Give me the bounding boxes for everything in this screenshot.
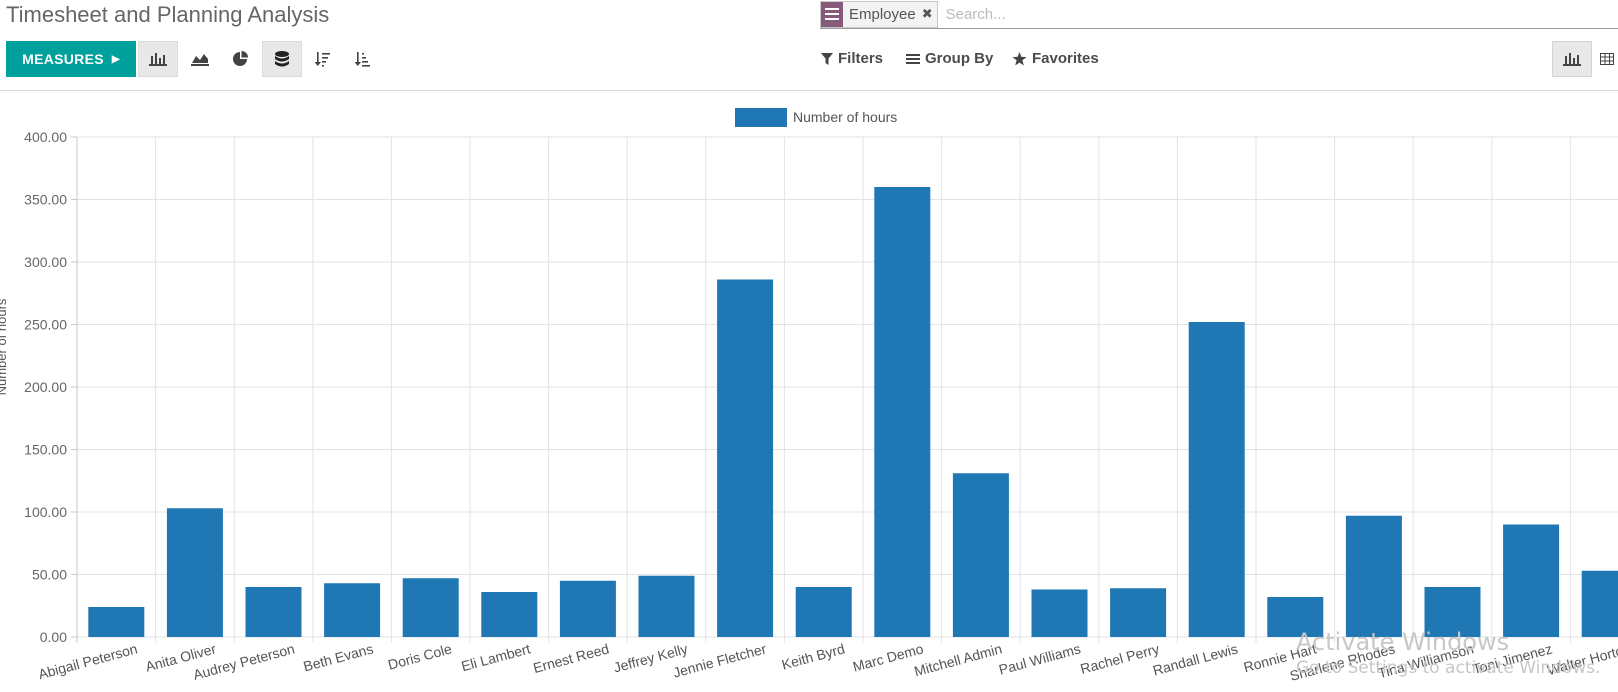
filters-dropdown[interactable]: Filters [821, 50, 883, 67]
bars-icon [906, 53, 920, 64]
group-by-dropdown[interactable]: Group By [906, 50, 993, 67]
bar[interactable] [638, 575, 695, 637]
bar[interactable] [717, 279, 774, 638]
graph-view-icon [1563, 53, 1581, 66]
stacked-icon [275, 51, 289, 67]
filter-icon [821, 52, 833, 65]
y-tick-label: 250.00 [24, 317, 67, 333]
x-tick-label: Abigail Peterson [36, 640, 139, 682]
stacked-button[interactable] [262, 41, 302, 77]
filters-label: Filters [838, 50, 884, 67]
bar[interactable] [874, 187, 931, 637]
x-tick-label: Rachel Perry [1079, 640, 1161, 676]
activate-windows-title: Activate Windows [1296, 628, 1510, 656]
favorites-dropdown[interactable]: Favorites [1012, 50, 1099, 67]
bar[interactable] [559, 580, 616, 637]
facet-label: Employee [849, 5, 916, 23]
x-tick-label: Beth Evans [302, 640, 375, 674]
pivot-view-button[interactable] [1594, 41, 1618, 77]
bar[interactable] [166, 508, 223, 637]
bar[interactable] [481, 592, 538, 637]
sort-descending-icon [314, 52, 330, 67]
bar[interactable] [1031, 589, 1088, 638]
bar[interactable] [402, 578, 459, 637]
x-tick-label: Keith Byrd [780, 640, 847, 672]
sort-descending-button[interactable] [302, 41, 342, 77]
bar[interactable] [1345, 515, 1402, 637]
bar-chart-icon [149, 53, 167, 66]
x-tick-label: Eli Lambert [460, 640, 533, 674]
bar[interactable] [245, 587, 302, 637]
graph-view-button[interactable] [1552, 41, 1592, 77]
pie-chart-button[interactable] [220, 41, 260, 77]
legend-label: Number of hours [793, 109, 897, 125]
caret-right-icon: ▶ [111, 53, 120, 65]
x-tick-label: Randall Lewis [1151, 640, 1239, 678]
toolbar-divider [0, 90, 1618, 91]
group-by-label: Group By [925, 50, 994, 67]
bar[interactable] [88, 607, 145, 637]
bar[interactable] [1503, 524, 1560, 638]
y-tick-label: 400.00 [24, 129, 67, 145]
bar[interactable] [952, 473, 1009, 637]
pie-chart-icon [233, 51, 248, 66]
y-axis-title: Number of hours [0, 298, 9, 395]
search-facet: Employee ✖ [820, 0, 938, 28]
legend-swatch [735, 108, 787, 127]
pivot-view-icon [1600, 53, 1614, 65]
measures-button[interactable]: MEASURES ▶ [6, 41, 136, 77]
bar-chart: 0.00 50.00 100.00 150.00 200.00 250.00 300.00 3… [0, 108, 1618, 684]
bar[interactable] [324, 583, 381, 637]
measures-label: MEASURES [22, 51, 104, 67]
line-chart-button[interactable] [180, 41, 220, 77]
activate-windows-subtitle: Go to Settings to activate Windows. [1296, 658, 1601, 678]
sort-ascending-button[interactable] [342, 41, 382, 77]
y-tick-label: 0.00 [40, 629, 67, 645]
x-tick-label: Mitchell Admin [912, 640, 1003, 679]
chart-legend[interactable]: Number of hours [735, 108, 897, 127]
bar[interactable] [1267, 597, 1324, 637]
line-chart-icon [191, 54, 209, 66]
y-tick-label: 50.00 [32, 567, 67, 583]
bar[interactable] [1424, 587, 1481, 637]
y-tick-label: 200.00 [24, 379, 67, 395]
x-tick-label: Paul Williams [997, 640, 1082, 677]
page-title: Timesheet and Planning Analysis [6, 2, 330, 27]
x-tick-label: Ernest Reed [531, 640, 610, 676]
y-tick-label: 300.00 [24, 254, 67, 270]
bar[interactable] [795, 587, 852, 637]
search-input[interactable] [943, 4, 1618, 24]
sort-ascending-icon [354, 52, 370, 67]
y-tick-label: 100.00 [24, 504, 67, 520]
group-by-facet-icon [821, 1, 843, 27]
bar[interactable] [1581, 570, 1618, 637]
bar[interactable] [1188, 322, 1245, 637]
favorites-label: Favorites [1032, 50, 1099, 67]
bar-chart-button[interactable] [138, 41, 178, 77]
star-icon [1012, 51, 1027, 65]
bar[interactable] [1110, 588, 1167, 637]
x-tick-label: Doris Cole [386, 640, 453, 672]
y-tick-label: 350.00 [24, 192, 67, 208]
y-tick-label: 150.00 [24, 442, 67, 458]
facet-remove-icon[interactable]: ✖ [921, 6, 933, 21]
search-bar: Employee ✖ [820, 0, 1618, 29]
